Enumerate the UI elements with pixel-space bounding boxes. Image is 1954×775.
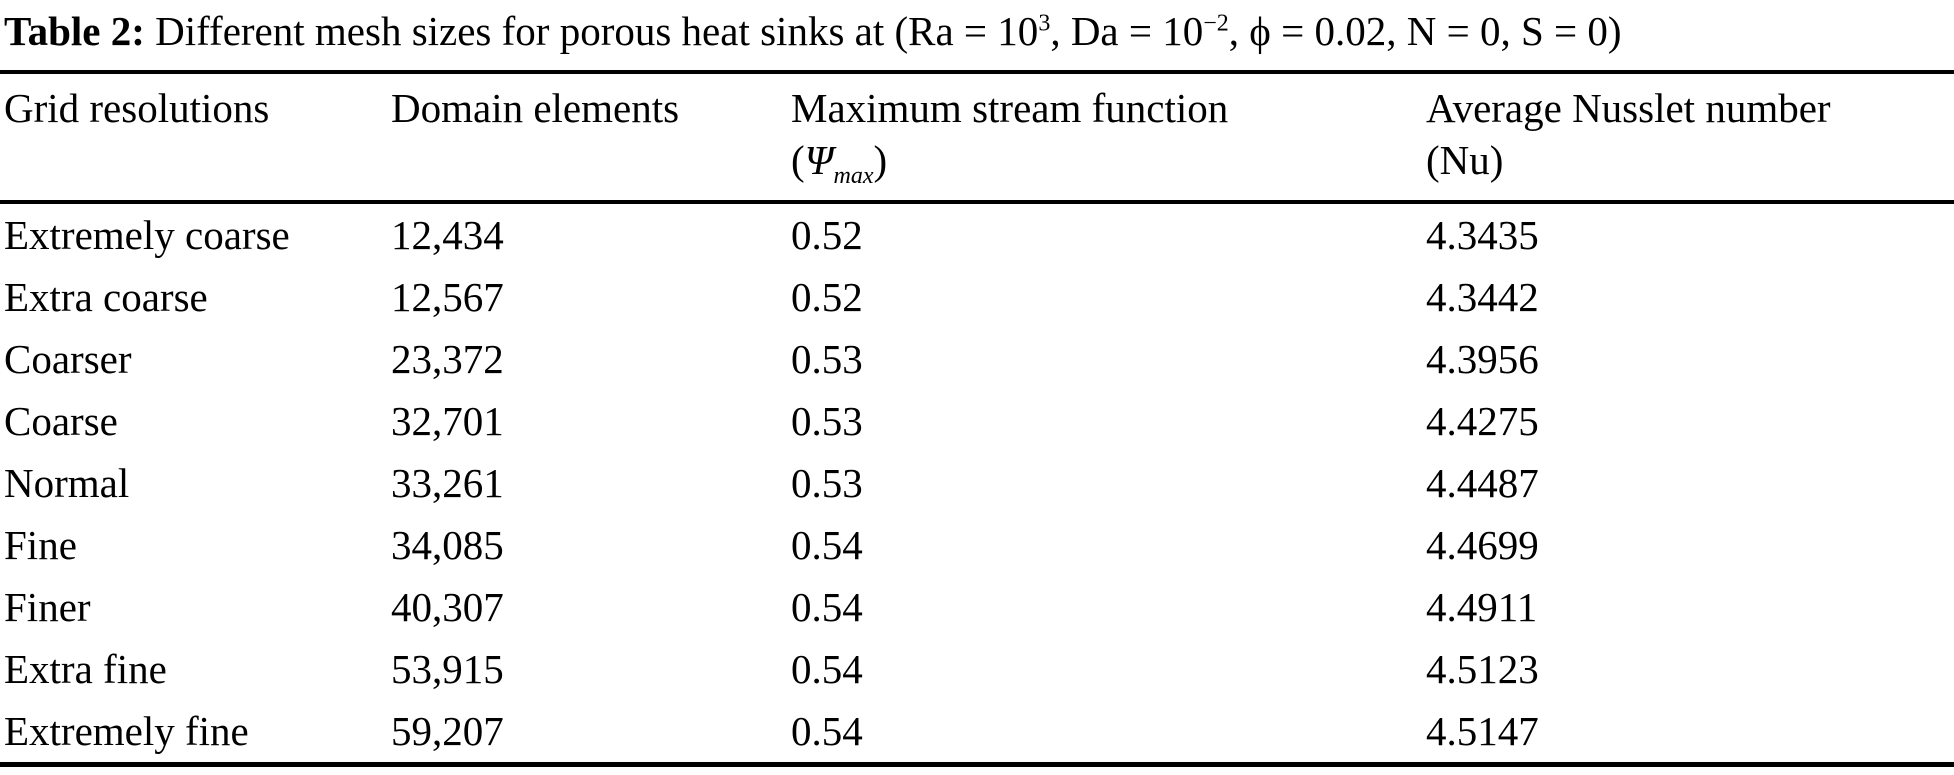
column-header-domain-elements: Domain elements [391, 85, 680, 131]
table-row: Coarse 32,701 0.53 4.4275 [0, 390, 1954, 452]
table-row: Coarser 23,372 0.53 4.3956 [0, 328, 1954, 390]
table-row: Extremely coarse 12,434 0.52 4.3435 [0, 202, 1954, 266]
cell-grid-resolution: Extremely fine [4, 708, 249, 754]
cell-domain-elements: 34,085 [391, 522, 504, 568]
psi-subscript-max: max [833, 163, 874, 190]
header-row: Grid resolutions Domain elements Maximum… [0, 72, 1954, 202]
column-header-grid-resolutions: Grid resolutions [4, 85, 270, 131]
mesh-sizes-table: Grid resolutions Domain elements Maximum… [0, 70, 1954, 767]
cell-average-nusselt: 4.4699 [1426, 522, 1539, 568]
cell-domain-elements: 33,261 [391, 460, 504, 506]
cell-average-nusselt: 4.3442 [1426, 274, 1539, 320]
column-header-average-nusselt-number: Average Nusslet number (Nu) [1426, 72, 1954, 202]
superscript-da-exponent: −2 [1203, 10, 1229, 37]
psi-max-notation: (Ψmax) [791, 137, 888, 190]
nu-notation: (Nu) [1426, 137, 1504, 183]
cell-grid-resolution: Extra fine [4, 646, 167, 692]
cell-average-nusselt: 4.5147 [1426, 708, 1539, 754]
superscript-ra-exponent: 3 [1038, 10, 1051, 37]
column-header-max-stream-function: Maximum stream function (Ψmax) [791, 72, 1426, 202]
cell-grid-resolution: Extremely coarse [4, 212, 290, 258]
cell-grid-resolution: Extra coarse [4, 274, 208, 320]
cell-domain-elements: 12,567 [391, 274, 504, 320]
table-row: Fine 34,085 0.54 4.4699 [0, 514, 1954, 576]
cell-average-nusselt: 4.4911 [1426, 584, 1538, 630]
cell-domain-elements: 12,434 [391, 212, 504, 258]
cell-grid-resolution: Coarse [4, 398, 118, 444]
table-row: Extra fine 53,915 0.54 4.5123 [0, 638, 1954, 700]
cell-domain-elements: 40,307 [391, 584, 504, 630]
cell-average-nusselt: 4.3956 [1426, 336, 1539, 382]
table-caption-text: Different mesh sizes for porous heat sin… [144, 8, 1039, 54]
cell-grid-resolution: Fine [4, 522, 77, 568]
cell-max-stream-function: 0.53 [791, 460, 863, 506]
cell-max-stream-function: 0.53 [791, 398, 863, 444]
table-caption: Table 2: Different mesh sizes for porous… [0, 0, 1954, 56]
cell-max-stream-function: 0.54 [791, 708, 863, 754]
table-row: Finer 40,307 0.54 4.4911 [0, 576, 1954, 638]
cell-average-nusselt: 4.4275 [1426, 398, 1539, 444]
table-caption-label: Table 2: [4, 8, 145, 54]
cell-domain-elements: 32,701 [391, 398, 504, 444]
cell-grid-resolution: Finer [4, 584, 91, 630]
cell-max-stream-function: 0.52 [791, 274, 863, 320]
table-row: Extremely fine 59,207 0.54 4.5147 [0, 700, 1954, 765]
table-row: Normal 33,261 0.53 4.4487 [0, 452, 1954, 514]
cell-grid-resolution: Coarser [4, 336, 132, 382]
cell-max-stream-function: 0.54 [791, 522, 863, 568]
cell-domain-elements: 59,207 [391, 708, 504, 754]
cell-max-stream-function: 0.53 [791, 336, 863, 382]
cell-max-stream-function: 0.54 [791, 646, 863, 692]
table-caption-text: , ϕ = 0.02, N = 0, S = 0) [1228, 8, 1622, 54]
table-caption-text: , Da = 10 [1050, 8, 1204, 54]
cell-average-nusselt: 4.4487 [1426, 460, 1539, 506]
cell-max-stream-function: 0.54 [791, 584, 863, 630]
cell-domain-elements: 23,372 [391, 336, 504, 382]
psi-symbol: Ψ [804, 137, 834, 183]
table-row: Extra coarse 12,567 0.52 4.3442 [0, 266, 1954, 328]
cell-average-nusselt: 4.3435 [1426, 212, 1539, 258]
cell-grid-resolution: Normal [4, 460, 130, 506]
cell-domain-elements: 53,915 [391, 646, 504, 692]
cell-average-nusselt: 4.5123 [1426, 646, 1539, 692]
cell-max-stream-function: 0.52 [791, 212, 863, 258]
